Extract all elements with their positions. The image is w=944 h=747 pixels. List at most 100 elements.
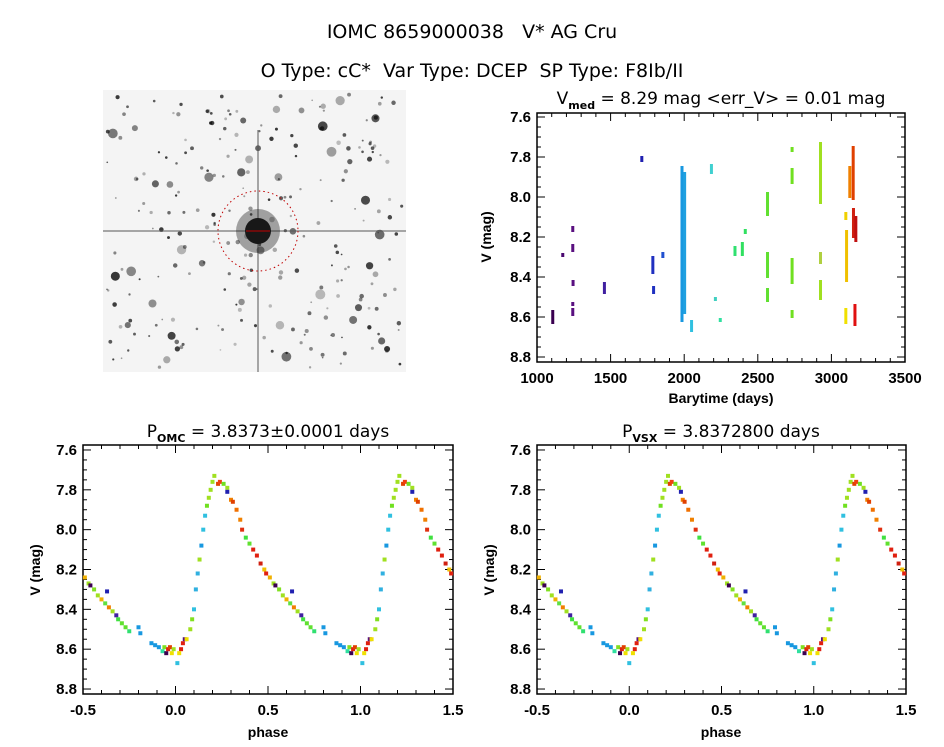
star bbox=[195, 208, 200, 213]
data-segment bbox=[571, 226, 575, 232]
aperture-circle bbox=[217, 190, 299, 272]
data-point bbox=[811, 661, 816, 666]
data-point bbox=[338, 643, 343, 648]
data-segment bbox=[848, 166, 852, 198]
data-segment bbox=[551, 310, 555, 324]
star bbox=[177, 231, 183, 236]
data-point bbox=[321, 625, 326, 630]
y-tick-label: 8.4 bbox=[510, 269, 532, 286]
data-point bbox=[638, 637, 643, 642]
star bbox=[320, 126, 325, 131]
star bbox=[361, 150, 364, 154]
star bbox=[323, 315, 329, 320]
data-point bbox=[588, 625, 593, 630]
star bbox=[219, 94, 224, 99]
data-point bbox=[761, 625, 766, 630]
star bbox=[268, 304, 272, 308]
star bbox=[247, 282, 252, 287]
star bbox=[184, 151, 188, 155]
data-point bbox=[570, 617, 575, 622]
star bbox=[242, 275, 247, 280]
star bbox=[289, 195, 292, 199]
star bbox=[128, 293, 131, 296]
data-segment bbox=[571, 244, 575, 252]
star bbox=[336, 140, 341, 145]
data-segment bbox=[766, 192, 770, 216]
star bbox=[367, 306, 371, 310]
data-segment bbox=[680, 166, 684, 322]
phase-plot-omc: POMC = 3.8373±0.0001 days phase V (mag) … bbox=[27, 422, 463, 740]
star bbox=[212, 173, 216, 178]
data-point bbox=[119, 621, 124, 626]
y-tick-label: 8.0 bbox=[56, 522, 77, 539]
data-point bbox=[643, 617, 648, 622]
star bbox=[302, 234, 306, 238]
star bbox=[347, 158, 353, 165]
star bbox=[152, 99, 156, 103]
star bbox=[137, 209, 140, 212]
star bbox=[299, 341, 303, 345]
data-segment bbox=[640, 156, 644, 162]
data-segment bbox=[790, 168, 794, 184]
data-point bbox=[682, 499, 687, 504]
data-point bbox=[774, 631, 779, 636]
star bbox=[309, 346, 313, 351]
data-point bbox=[221, 481, 226, 486]
star bbox=[212, 240, 216, 243]
star bbox=[394, 232, 399, 236]
data-segment bbox=[819, 252, 823, 264]
data-point bbox=[673, 481, 678, 486]
plot-title-main: P bbox=[147, 422, 157, 442]
star bbox=[198, 259, 206, 267]
data-point bbox=[608, 645, 613, 650]
y-tick-label: 8.6 bbox=[510, 309, 531, 326]
star bbox=[269, 136, 274, 141]
star bbox=[202, 261, 206, 264]
star bbox=[374, 306, 379, 311]
data-point bbox=[796, 649, 801, 654]
data-point bbox=[870, 507, 875, 512]
data-segment bbox=[718, 318, 722, 322]
star bbox=[234, 148, 237, 151]
data-point bbox=[848, 479, 853, 484]
star bbox=[307, 311, 312, 316]
plot-frame bbox=[536, 112, 906, 363]
data-segment bbox=[790, 310, 794, 318]
y-tick-label: 7.8 bbox=[510, 149, 531, 166]
data-segment bbox=[851, 146, 855, 200]
star bbox=[278, 275, 283, 280]
data-point bbox=[726, 583, 731, 588]
data-point bbox=[164, 651, 169, 656]
star bbox=[346, 146, 351, 151]
star bbox=[126, 105, 129, 109]
data-point bbox=[662, 487, 667, 492]
y-tick-label: 8.8 bbox=[510, 681, 531, 698]
star bbox=[157, 151, 161, 154]
data-point bbox=[201, 527, 206, 532]
data-point bbox=[765, 629, 770, 634]
star bbox=[372, 271, 379, 278]
data-point bbox=[443, 561, 448, 566]
star bbox=[340, 253, 343, 256]
star bbox=[246, 170, 250, 174]
data-point bbox=[841, 513, 846, 518]
star bbox=[347, 92, 351, 97]
star bbox=[336, 279, 340, 283]
star bbox=[281, 351, 292, 362]
data-point bbox=[308, 625, 313, 630]
star bbox=[342, 351, 347, 356]
star bbox=[108, 339, 113, 344]
star bbox=[219, 349, 222, 351]
star bbox=[387, 215, 393, 220]
data-point bbox=[386, 527, 391, 532]
star bbox=[118, 324, 123, 329]
data-point bbox=[197, 557, 202, 562]
star bbox=[249, 268, 254, 272]
data-segment bbox=[819, 142, 823, 204]
star bbox=[179, 102, 183, 107]
data-point bbox=[92, 587, 97, 592]
y-tick-label: 8.2 bbox=[510, 562, 531, 579]
star bbox=[161, 318, 164, 321]
data-point bbox=[653, 543, 658, 548]
data-point bbox=[560, 605, 565, 610]
